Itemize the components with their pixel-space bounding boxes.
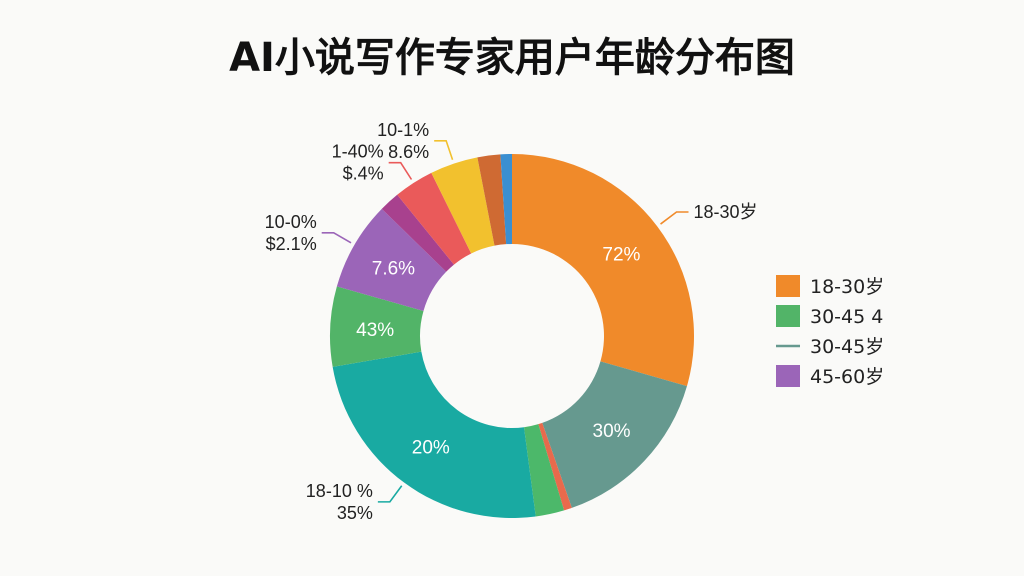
donut-slice-2 [542, 361, 687, 508]
legend-swatch [776, 275, 800, 297]
slice-value-label: 20% [412, 437, 450, 458]
donut-slice-9 [397, 172, 472, 265]
callout-label: 1-40% [332, 142, 384, 162]
donut-slice-4 [523, 424, 565, 517]
callout-label: $.4% [343, 164, 384, 184]
chart-title: AI小说写作专家用户年龄分布图 [229, 35, 795, 81]
slice-value-label: 43% [356, 320, 394, 341]
callout-label: 35% [337, 503, 373, 523]
callout-leader-line [377, 485, 403, 503]
legend-label: 30-45 4 [810, 306, 883, 328]
legend-label: 30-45岁 [810, 336, 884, 358]
donut-slice-6 [330, 286, 424, 367]
donut-slice-7 [336, 208, 447, 311]
legend-swatch [776, 305, 800, 327]
callout-label: 10-0% [265, 212, 317, 232]
donut-slice-12 [500, 154, 512, 245]
slice-percentage-labels: 72% 30% 20% 43% 7.6% [356, 245, 640, 459]
callout-leader-line [388, 161, 413, 180]
donut-slice-3 [538, 422, 572, 511]
slice-value-label: 72% [602, 245, 640, 266]
donut-slice-8 [381, 194, 454, 272]
callout-label: 18-10 % [306, 481, 373, 501]
donut-slice-5 [332, 351, 536, 518]
donut-slice-11 [477, 154, 507, 246]
slice-value-label: 7.6% [372, 258, 415, 279]
callout-leader-line [660, 211, 689, 225]
slice-value-label: 30% [593, 421, 631, 442]
chart-legend: 18-30岁 30-45 4 30-45岁 45-60岁 [776, 275, 884, 388]
legend-label: 18-30岁 [810, 276, 884, 298]
callout-leader-line [434, 140, 454, 161]
legend-swatch [776, 365, 800, 387]
donut-slices [330, 154, 694, 518]
callout-annotations: 18-30岁 18-10 %35% 10-0%$2.1% 1-40%$.4% 10-1%… [265, 120, 758, 523]
donut-slice-10 [431, 157, 495, 254]
callout-label: 8.6% [388, 142, 429, 162]
callout-label: $2.1% [266, 234, 317, 254]
donut-slice-1 [512, 154, 694, 387]
callout-label: 10-1% [377, 120, 429, 140]
callout-leader-line [321, 232, 352, 244]
legend-label: 45-60岁 [810, 366, 884, 388]
callout-label: 18-30岁 [694, 202, 758, 222]
